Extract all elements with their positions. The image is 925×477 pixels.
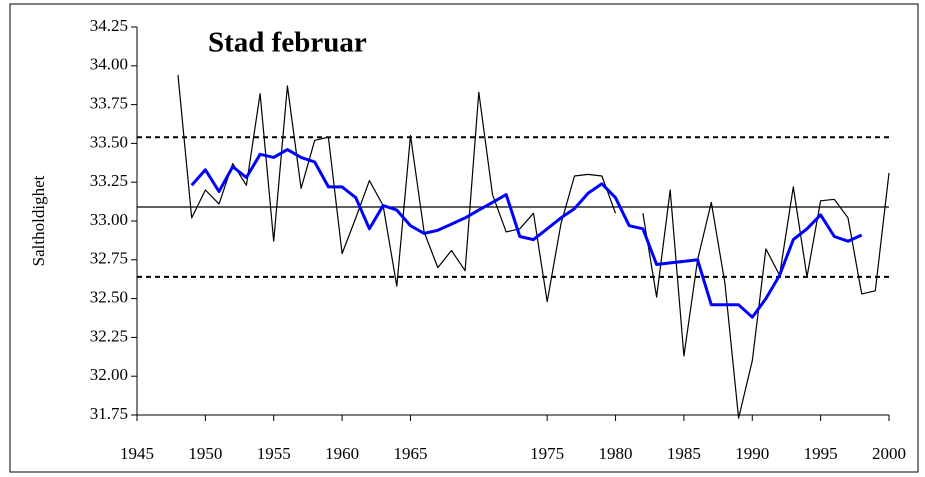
y-tick-label: 33.25 [90,171,128,190]
x-tick-label: 1950 [188,444,222,463]
series-line [177,75,890,419]
x-tick-label: 1990 [735,444,769,463]
series-line [190,148,863,319]
x-tick-label: 1960 [325,444,359,463]
y-tick-label: 32.75 [90,249,128,268]
x-tick-label: 1965 [393,444,427,463]
y-tick-label: 33.50 [90,132,128,151]
x-tick-label: 1955 [257,444,291,463]
y-tick-label: 31.75 [90,404,128,423]
y-tick-label: 34.00 [90,55,128,74]
x-tick-label: 1995 [804,444,838,463]
y-tick-label: 34.25 [90,16,128,35]
x-tick-label: 1980 [599,444,633,463]
chart-frame [9,3,919,473]
y-tick-label: 32.00 [90,365,128,384]
x-tick-label: 1975 [530,444,564,463]
x-tick-label: 1945 [120,444,154,463]
y-tick-label: 33.00 [90,210,128,229]
x-tick-label: 2000 [872,444,906,463]
y-axis-label: Saltholdighet [29,175,48,266]
x-tick-label: 1985 [667,444,701,463]
y-tick-label: 33.75 [90,94,128,113]
chart-title: Stad februar [208,27,367,59]
y-tick-label: 32.25 [90,326,128,345]
y-tick-label: 32.50 [90,288,128,307]
